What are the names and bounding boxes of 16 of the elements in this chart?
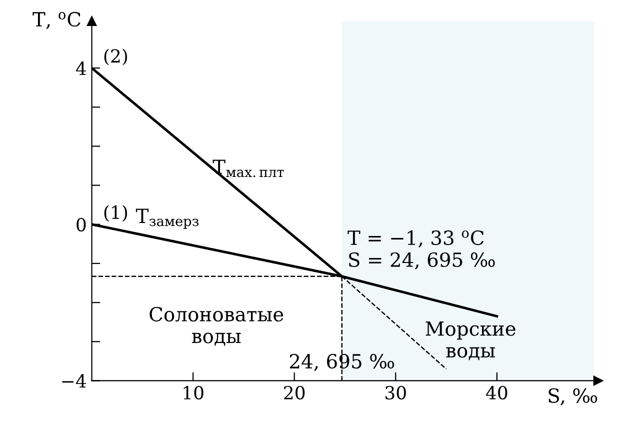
y-axis-title: T, $^{o}$C: [32, 12, 80, 30]
annotation: T = −1, 33 $^{o}$C S = 24, 695 ‰: [348, 230, 495, 270]
y-tick-label: 4: [76, 62, 86, 75]
annotation: 24, 695 ‰: [290, 354, 394, 371]
x-tick-label: 10: [184, 386, 204, 400]
y-tick-label: 0: [76, 218, 86, 232]
annotation: Морские воды: [426, 321, 516, 360]
x-tick-label: 40: [486, 386, 508, 400]
x-axis-title: S, ‰: [548, 388, 598, 406]
annotation: T$_{замерз}$: [136, 208, 199, 229]
series-label: (2): [104, 48, 128, 66]
annotation: Солоноватые воды: [150, 306, 284, 346]
x-tick-label: 30: [386, 386, 406, 400]
series-label: (1): [104, 205, 128, 222]
y-tick-label: −4: [62, 374, 86, 388]
x-tick-label: 20: [284, 386, 305, 400]
